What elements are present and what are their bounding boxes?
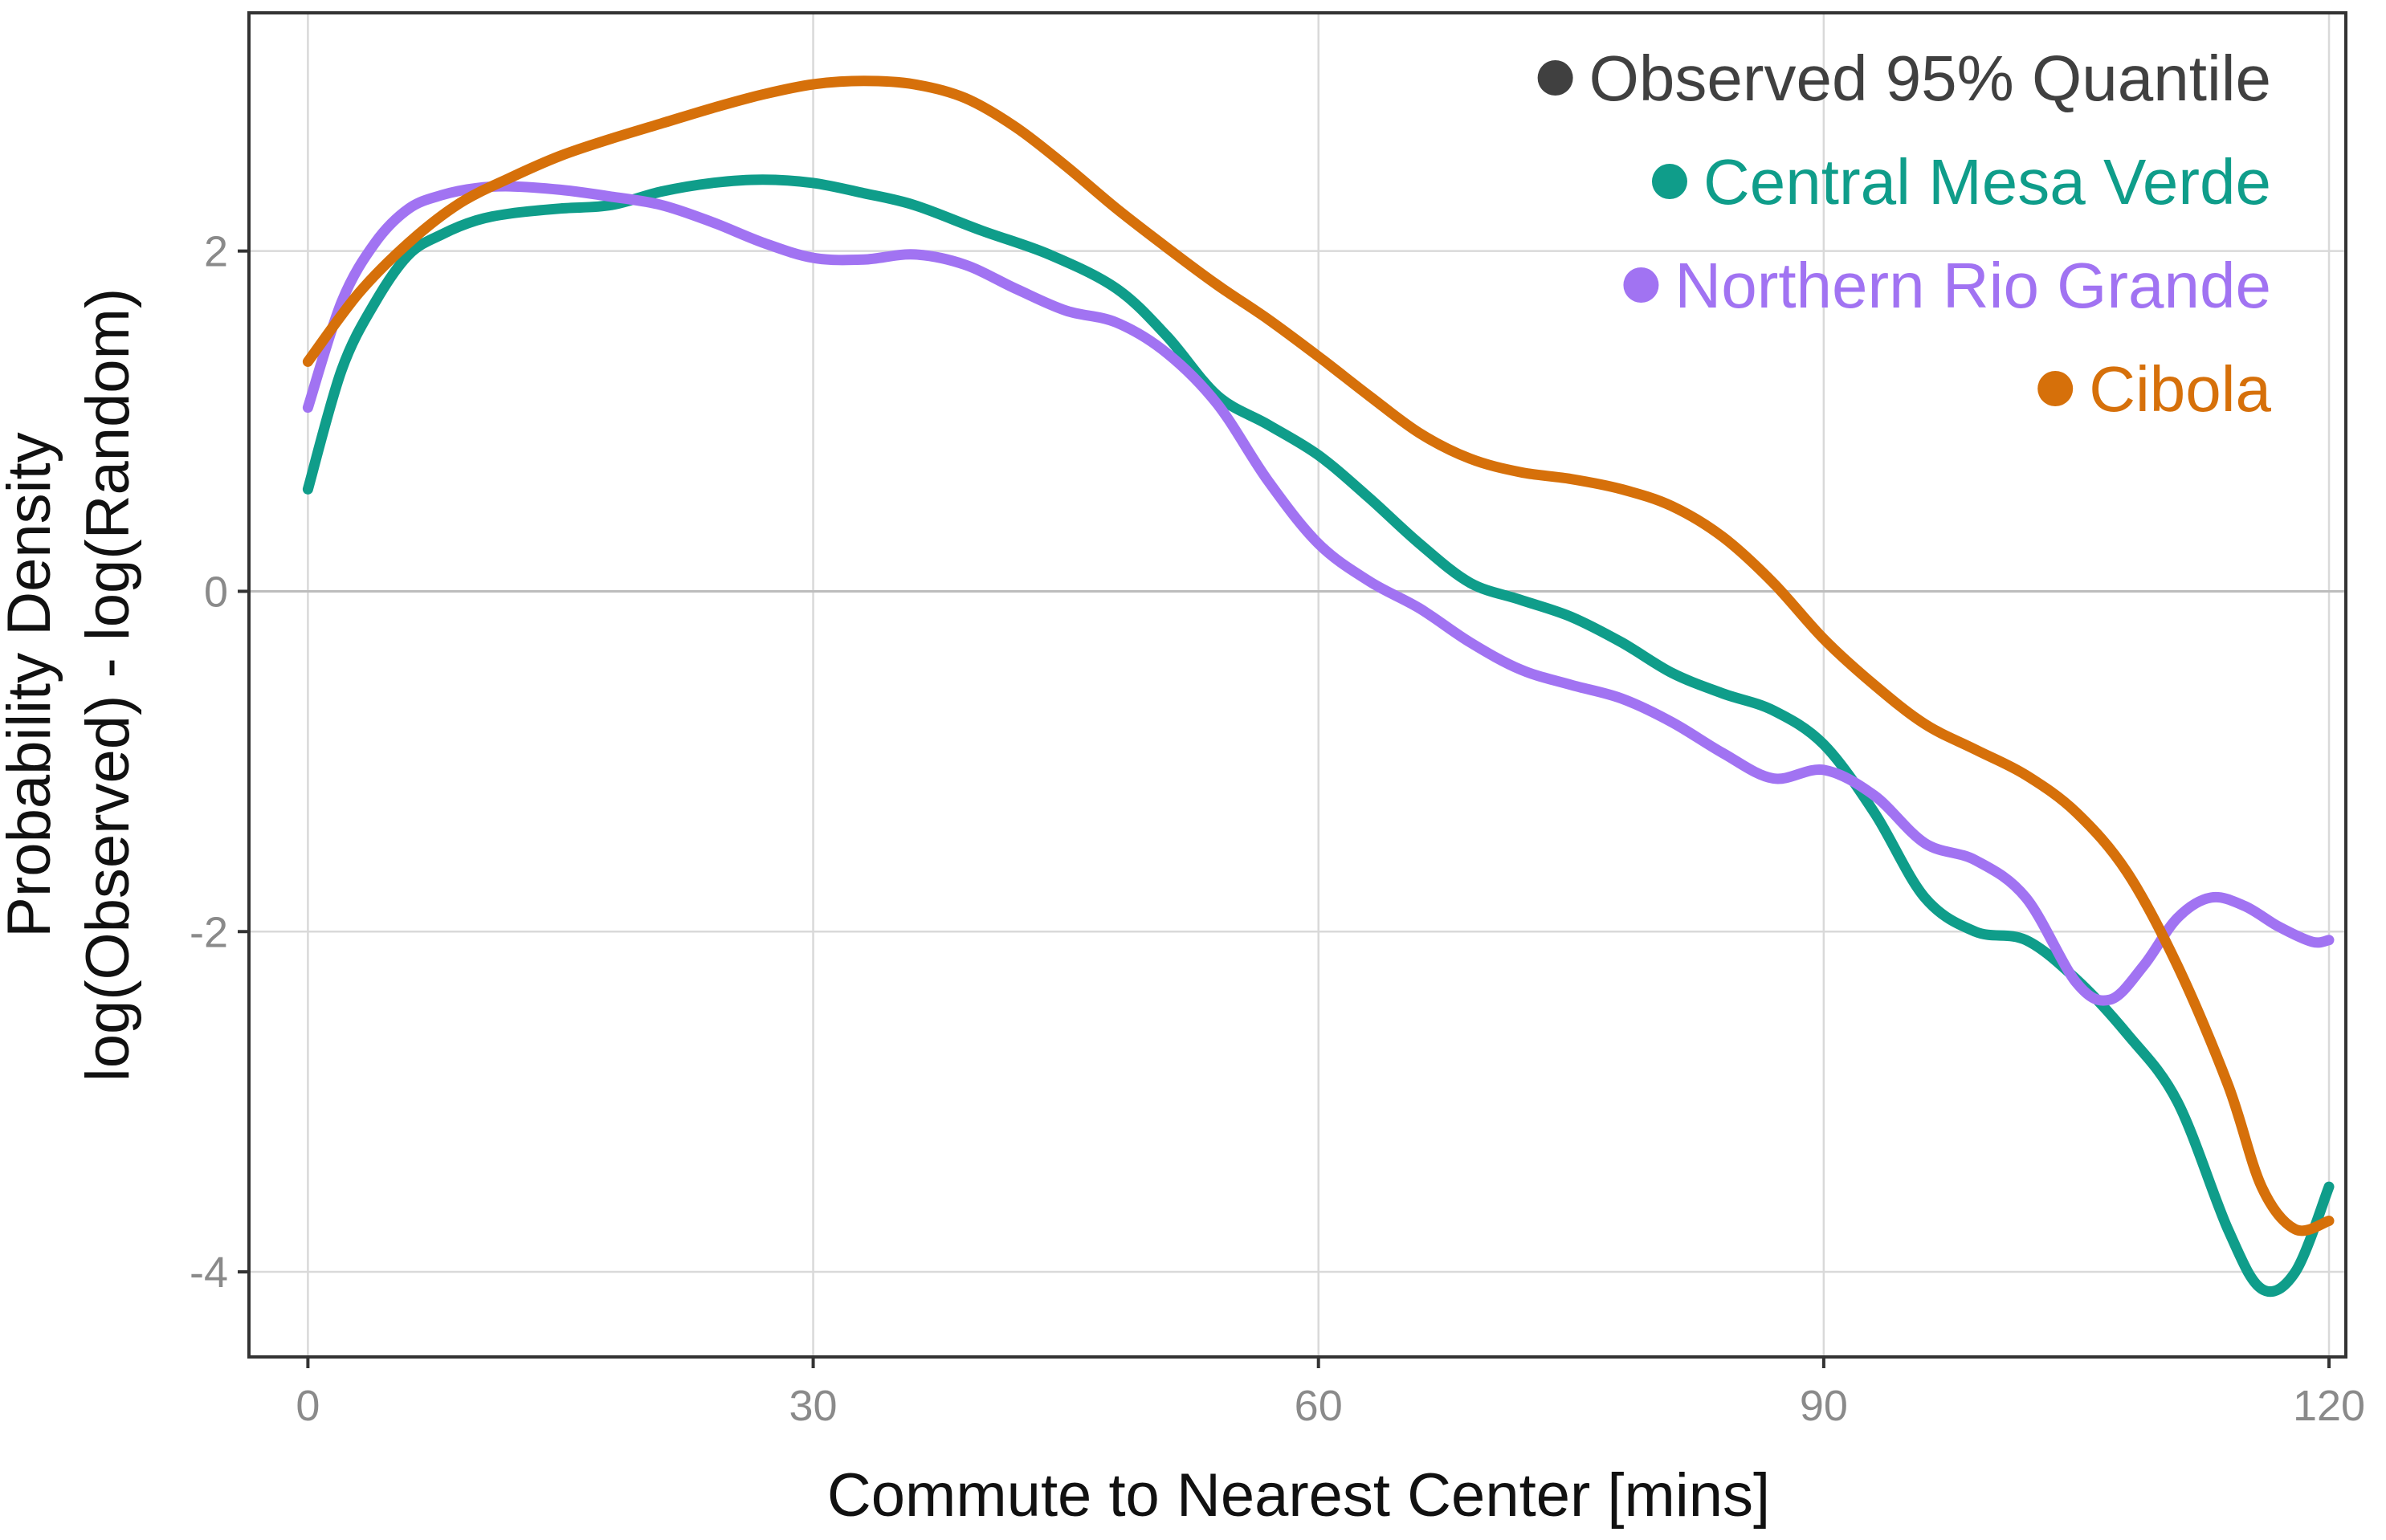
x-tick-label-120: 120 bbox=[2293, 1382, 2365, 1430]
legend-label-observed-95-quantile: Observed 95% Quantile bbox=[1589, 43, 2271, 114]
x-tick-label-0: 0 bbox=[296, 1382, 320, 1430]
x-axis-title: Commute to Nearest Center [mins] bbox=[827, 1461, 1770, 1530]
y-axis-title-line-1: Probability Density bbox=[0, 432, 63, 937]
legend-dot-cibola bbox=[2037, 371, 2074, 406]
plot-panel-background bbox=[249, 13, 2346, 1357]
legend-dot-observed-95-quantile bbox=[1537, 60, 1573, 96]
x-tick-label-30: 30 bbox=[789, 1382, 838, 1430]
legend: Observed 95% Quantile Central Mesa Verde N… bbox=[1537, 43, 2272, 425]
legend-label-northern-rio-grande: Northern Rio Grande bbox=[1674, 250, 2271, 321]
y-tick-label--2: -2 bbox=[190, 908, 228, 956]
y-tick-label-2: 2 bbox=[204, 228, 228, 276]
x-tick-label-90: 90 bbox=[1800, 1382, 1848, 1430]
series-lines bbox=[302, 75, 2335, 1298]
legend-dot-central-mesa-verde bbox=[1651, 164, 1687, 199]
y-axis-title-line-2: log(Observed) - log(Random) bbox=[74, 288, 142, 1082]
y-tick-label-0: 0 bbox=[204, 568, 228, 616]
series-line-northern-rio-grande bbox=[302, 181, 2335, 1006]
legend-label-central-mesa-verde: Central Mesa Verde bbox=[1703, 146, 2271, 218]
legend-label-cibola: Cibola bbox=[2089, 353, 2271, 425]
x-axis-ticks: 0 30 60 90 120 bbox=[296, 1357, 2365, 1430]
plot-panel-border bbox=[247, 11, 2347, 1359]
y-axis-ticks: -4 -2 0 2 bbox=[190, 228, 249, 1297]
series-line-cibola bbox=[302, 75, 2335, 1236]
legend-dot-northern-rio-grande bbox=[1623, 267, 1659, 303]
x-tick-label-60: 60 bbox=[1295, 1382, 1343, 1430]
y-tick-label--4: -4 bbox=[190, 1249, 228, 1297]
